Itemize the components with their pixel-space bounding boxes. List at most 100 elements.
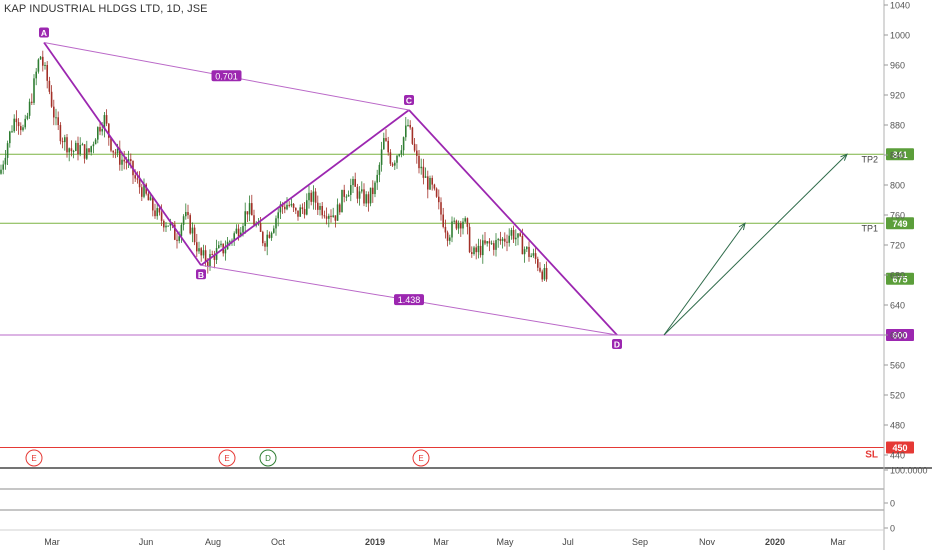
candle-body	[330, 215, 332, 217]
candle-body	[446, 232, 449, 241]
candle-body	[334, 215, 337, 221]
candle-body	[372, 187, 374, 195]
candle-body	[442, 214, 444, 227]
price-tick-label: 920	[890, 91, 905, 101]
candle-body	[453, 220, 455, 222]
projection-arrows	[663, 153, 848, 336]
candle-body	[367, 194, 370, 204]
level-label: SL	[865, 450, 878, 461]
time-tick-label: Mar	[433, 537, 449, 547]
candle-body	[136, 178, 139, 180]
candle-body	[108, 123, 110, 138]
candle-body	[64, 137, 66, 143]
candle-body	[484, 240, 486, 244]
candle-body	[466, 218, 469, 227]
candle-body	[405, 125, 407, 138]
projection-arrow-head	[738, 222, 746, 231]
candle-body	[103, 115, 106, 129]
price-tick-label: 1000	[890, 31, 910, 41]
candle-body	[352, 178, 354, 186]
candle-body	[259, 223, 262, 232]
candle-body	[383, 138, 385, 150]
candle-body	[541, 271, 543, 280]
candle-body	[233, 233, 235, 241]
pattern-point-badge	[612, 339, 622, 349]
candle-body	[237, 228, 240, 237]
candle-body	[295, 207, 297, 211]
candle-body	[279, 204, 282, 213]
candle-body	[451, 221, 453, 238]
candle-body	[209, 254, 211, 267]
projection-arrow-line	[663, 222, 746, 336]
event-marker	[25, 449, 43, 467]
candle-body	[363, 189, 365, 204]
candle-body	[328, 215, 330, 219]
candle-body	[288, 204, 290, 206]
candle-body	[101, 128, 103, 132]
candle-body	[380, 149, 383, 165]
candle-body	[229, 241, 231, 243]
candle-body	[468, 226, 471, 253]
candle-body	[119, 148, 121, 165]
candle-body	[473, 247, 475, 255]
projection-arrow-head	[840, 153, 848, 161]
candle-body	[61, 141, 64, 143]
candle-body	[297, 210, 299, 217]
candle-body	[39, 56, 42, 60]
price-tick-label: 1040	[890, 1, 910, 11]
candle-body	[114, 152, 117, 154]
candle-body	[499, 239, 502, 241]
time-tick-label: Jul	[562, 537, 574, 547]
pattern-point-label: A	[41, 28, 47, 38]
candle-body	[213, 254, 216, 260]
candle-body	[110, 137, 112, 151]
candle-body	[532, 253, 535, 256]
candle-body	[286, 204, 288, 210]
candle-body	[134, 175, 136, 179]
candle-body	[394, 162, 396, 166]
candle-body	[92, 144, 95, 147]
candle-body	[182, 216, 185, 225]
event-marker	[259, 449, 277, 467]
candle-body	[486, 241, 488, 244]
harmonic-pattern[interactable]: A B C D 0.701 1.438	[39, 27, 622, 350]
time-axis[interactable]: Mar Jun Aug Oct 2019 Mar May Jul Sep Nov 2020 Mar	[0, 529, 884, 547]
price-axis[interactable]: 1040 1000 960 920 880 840 800 760 720 680 640 600 56…	[883, 0, 910, 550]
candle-body	[53, 106, 55, 118]
candle-body	[376, 174, 378, 183]
candle-body	[35, 71, 37, 79]
candle-body	[310, 192, 312, 202]
candle-body	[420, 166, 422, 169]
indicator-pane: 100.0000 0 0	[0, 466, 932, 534]
candle-body	[418, 155, 420, 169]
candle-body	[530, 255, 532, 257]
candle-body	[202, 250, 205, 256]
event-marker-label: E	[31, 454, 36, 463]
candle-body	[325, 216, 328, 219]
candle-body	[88, 148, 90, 153]
candle-body	[490, 243, 493, 245]
candle-body	[314, 191, 317, 203]
last-price-text: 675	[892, 274, 907, 284]
candle-body	[460, 222, 462, 229]
candle-body	[523, 249, 526, 255]
candle-body	[519, 233, 521, 236]
candle-body	[319, 206, 321, 210]
candle-body	[31, 101, 33, 103]
ratio-badge	[211, 70, 242, 82]
candle-body	[163, 220, 165, 228]
candle-body	[81, 144, 84, 146]
candle-body	[154, 210, 156, 217]
candle-body	[284, 206, 286, 210]
candle-body	[264, 243, 266, 247]
candle-body	[149, 197, 152, 201]
candle-body	[438, 196, 440, 203]
candle-body	[407, 124, 409, 126]
level-badge	[886, 441, 914, 454]
candle-body	[211, 254, 213, 256]
projection-arrow-line	[663, 153, 848, 336]
candle-body	[75, 142, 77, 152]
candle-body	[72, 151, 75, 153]
